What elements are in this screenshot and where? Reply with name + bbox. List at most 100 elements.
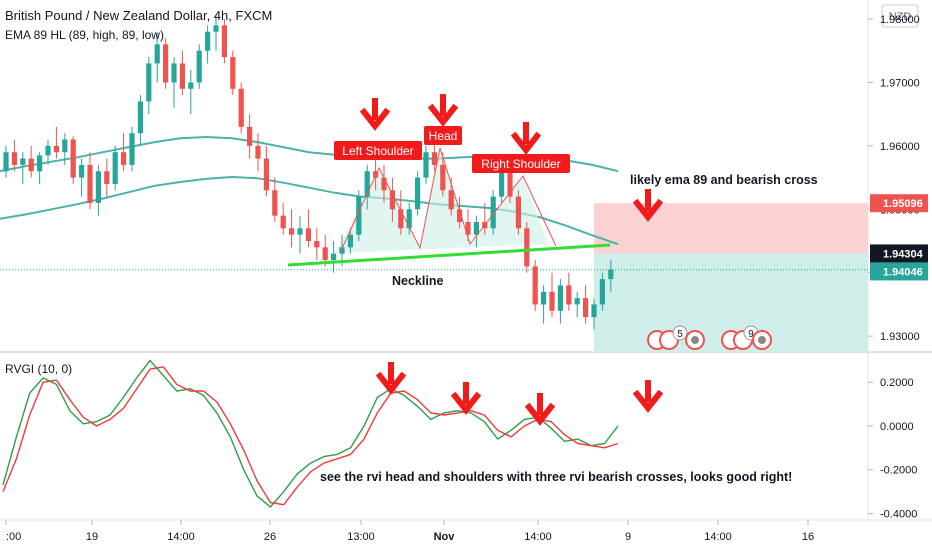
rvgi-tick-label: 0.0000 — [880, 421, 914, 433]
price-tick-label: 1.98000 — [880, 14, 920, 26]
candle-body — [205, 31, 211, 51]
ema-note: likely ema 89 and bearish cross — [630, 173, 818, 187]
ema-indicator-title[interactable]: EMA 89 HL (89, high, 89, low) — [5, 28, 164, 42]
candle-body — [3, 152, 9, 172]
candle-body — [448, 190, 454, 210]
candle-body — [137, 101, 143, 134]
head-label: Head — [429, 129, 458, 143]
candle-body — [289, 228, 295, 235]
candle-body — [356, 196, 362, 235]
event-count-label: 5 — [677, 329, 683, 340]
candle-body — [331, 253, 337, 261]
candle-body — [423, 152, 429, 178]
time-tick-label: 14:00 — [704, 531, 732, 543]
symbol-title[interactable]: British Pound / New Zealand Dollar, 4h, … — [5, 8, 272, 23]
candle-body — [238, 88, 244, 127]
candle-body — [507, 171, 513, 197]
candle-body — [129, 133, 135, 165]
events-group-1[interactable]: 5 — [647, 325, 705, 350]
time-tick-label: Nov — [434, 531, 456, 543]
candle-body — [305, 228, 311, 242]
arrow-down-icon — [632, 189, 664, 222]
currency-badge-box — [881, 4, 919, 28]
head-tag[interactable]: Head — [424, 126, 462, 145]
time-tick-label: 26 — [264, 531, 276, 543]
arrow-down-icon — [510, 122, 542, 155]
price-tag-label: 1.94046 — [883, 266, 923, 278]
candle-body — [431, 152, 437, 165]
head-shoulders-outline — [339, 147, 557, 254]
left-shoulder-tag-bg — [334, 141, 422, 160]
price-tag-label: 1.95096 — [883, 198, 923, 210]
event-count-label: 9 — [748, 329, 754, 340]
candle-body — [280, 215, 286, 229]
rvgi-main-line — [2, 359, 619, 508]
candle-body — [557, 285, 563, 311]
right-shoulder-tag[interactable]: Right Shoulder — [472, 154, 570, 173]
candle-body — [121, 152, 127, 165]
candle-body — [574, 298, 580, 305]
stop-loss-zone[interactable] — [594, 203, 868, 254]
arrow-down-icon — [632, 380, 664, 413]
candle-body — [524, 228, 530, 267]
candle-body — [322, 247, 328, 261]
axis-corner — [870, 521, 932, 550]
time-tick-label: 13:00 — [347, 531, 375, 543]
candle-body — [297, 228, 303, 235]
candle-body — [599, 279, 605, 305]
price-tag-label: 1.94304 — [883, 248, 924, 260]
candle-body — [62, 139, 68, 153]
candle-body — [53, 145, 59, 153]
neckline-label: Neckline — [392, 274, 443, 288]
candle-body — [230, 57, 236, 89]
price-tags: 1.95096 1.94304 1.94046 — [870, 194, 928, 281]
candle-body — [171, 63, 177, 83]
time-tick-label: :00 — [6, 531, 21, 543]
left-shoulder-label: Left Shoulder — [342, 144, 413, 158]
right-shoulder-tag-bg — [472, 154, 570, 173]
events-group-2[interactable]: 9 — [721, 325, 772, 350]
candle-body — [457, 209, 463, 222]
rvgi-tick-label: -0.4000 — [880, 508, 917, 520]
candle-body — [196, 50, 202, 83]
candle-body — [566, 285, 572, 305]
arrow-down-icon — [427, 94, 459, 127]
time-tick-label: 14:00 — [524, 531, 552, 543]
neckline-line[interactable] — [287, 243, 611, 267]
candle-body — [163, 44, 169, 83]
head-tag-bg — [424, 126, 462, 145]
currency-badge-label: NZD — [889, 11, 912, 23]
candle-body — [28, 158, 34, 172]
rvgi-signal-line — [2, 366, 619, 506]
rvgi-title[interactable]: RVGI (10, 0) — [5, 362, 72, 376]
candle-body — [515, 196, 521, 229]
arrow-down-icon — [359, 98, 391, 131]
currency-badge[interactable]: NZD — [881, 4, 919, 28]
candle-body — [415, 177, 421, 210]
candle-body — [70, 139, 76, 178]
price-tag-bg — [870, 194, 928, 213]
candle-body — [440, 164, 446, 191]
left-shoulder-tag[interactable]: Left Shoulder — [334, 141, 422, 160]
rvgi-axis[interactable]: 0.2000 0.0000 -0.2000 -0.4000 — [868, 377, 917, 520]
candle-body — [79, 164, 85, 178]
candle-body — [45, 145, 51, 156]
candle-body — [465, 221, 471, 235]
candle-body — [549, 291, 555, 311]
time-axis[interactable]: :00 19 14:00 26 13:00 Nov 14:00 9 14:00 16 — [5, 520, 932, 550]
candle-body — [255, 145, 261, 159]
candle-body — [11, 152, 17, 165]
candle-body — [263, 158, 269, 191]
candle-body — [473, 221, 479, 235]
candle-body — [364, 171, 370, 197]
price-tag-bg — [870, 262, 928, 281]
candle-body — [154, 44, 160, 64]
candle-body — [272, 190, 278, 216]
candle-body — [112, 152, 118, 184]
candle-body — [499, 171, 505, 197]
price-tag-bg — [870, 244, 928, 263]
candle-body — [213, 25, 219, 32]
event-clock-dot — [691, 336, 699, 344]
candle-body — [221, 25, 227, 58]
